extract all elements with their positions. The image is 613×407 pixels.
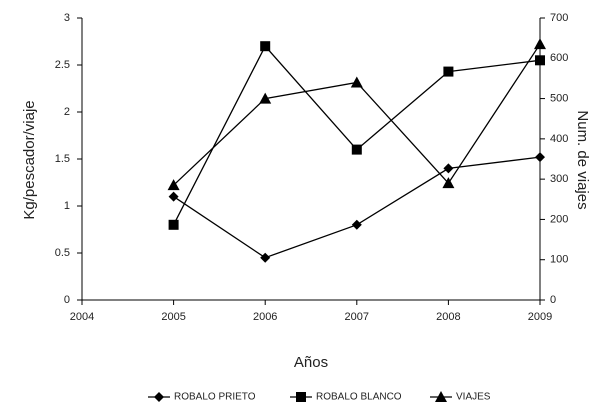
legend-marker [154,392,164,402]
marker [260,41,271,52]
marker [535,152,545,163]
marker [534,38,546,50]
y-tick-label: 1.5 [55,153,70,165]
y2-tick-label: 300 [550,173,568,185]
marker [535,55,545,66]
marker [351,219,362,230]
x-tick-label: 2009 [528,311,552,323]
x-tick-label: 2007 [345,311,369,323]
y2-tick-label: 100 [550,254,568,266]
y2-tick-label: 500 [550,92,568,104]
y2-tick-label: 400 [550,133,568,145]
y-axis-title: Kg/pescador/viaje [21,100,38,219]
x-tick-label: 2006 [253,311,277,323]
series-line [173,45,541,226]
marker [168,191,179,202]
marker [443,66,454,77]
x-axis-title: Años [294,354,328,371]
y2-tick-label: 600 [550,52,568,64]
x-tick-label: 2004 [70,311,94,323]
x-tick-label: 2005 [161,311,185,323]
y-tick-label: 0 [64,294,70,306]
marker [350,76,363,88]
marker [443,163,454,174]
marker [259,92,272,104]
legend-marker [435,391,447,402]
y-tick-label: 0.5 [55,247,70,259]
marker [442,177,455,189]
y-tick-label: 3 [64,12,70,24]
y-tick-label: 1 [64,200,70,212]
legend-label: ROBALO BLANCO [316,392,402,403]
y2-tick-label: 200 [550,213,568,225]
legend-marker [296,392,306,402]
legend-label: ROBALO PRIETO [174,392,256,403]
marker [351,144,362,155]
marker [167,179,180,191]
y2-tick-label: 0 [550,294,556,306]
series-line [173,156,541,259]
y-tick-label: 2 [64,106,70,118]
marker [168,219,179,230]
y2-axis-title: Num. de viajes [574,110,591,209]
marker [260,252,271,263]
legend-label: VIAJES [456,392,491,403]
y-tick-label: 2.5 [55,59,70,71]
x-tick-label: 2008 [436,311,460,323]
y2-tick-label: 700 [550,12,568,24]
